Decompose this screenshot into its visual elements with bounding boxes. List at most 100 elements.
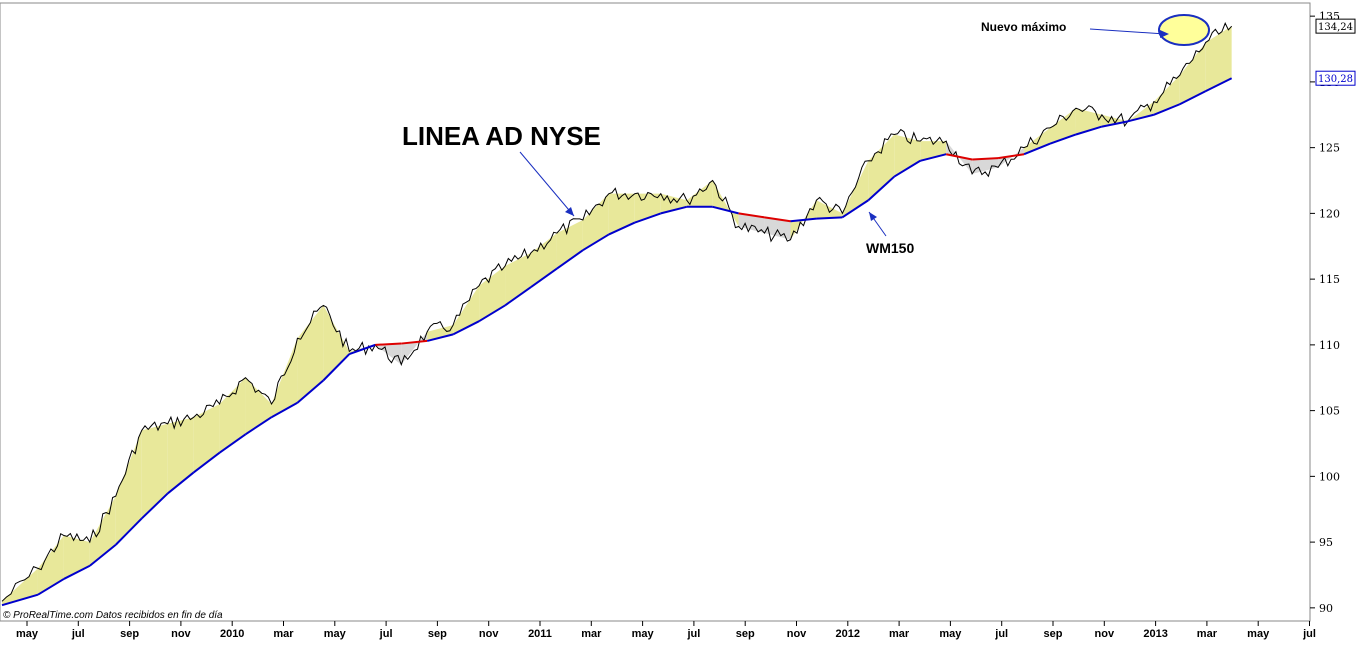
ma-line-segment xyxy=(452,320,480,336)
x-tick-label: may xyxy=(324,628,347,640)
fill-segment xyxy=(894,134,921,177)
ma-line-segment xyxy=(1205,77,1233,92)
x-tick-label: jul xyxy=(71,628,85,640)
x-tick-label: mar xyxy=(889,628,910,640)
fill-segment xyxy=(141,423,168,519)
ma-line-segment xyxy=(426,333,454,342)
y-tick-label: 95 xyxy=(1319,536,1333,549)
ma-line-segment xyxy=(556,249,584,270)
ma-line-segment xyxy=(608,221,636,236)
fill-segment xyxy=(297,305,324,403)
fill-segment xyxy=(453,285,480,335)
y-tick-label: 125 xyxy=(1319,142,1340,155)
ma-line-segment xyxy=(972,157,999,161)
fill-segment xyxy=(427,325,454,341)
new-high-arrow xyxy=(1089,28,1166,35)
fill-segment xyxy=(1101,114,1128,127)
ma-line-segment xyxy=(530,267,558,288)
ma-line-segment xyxy=(841,199,869,219)
ma-line-segment xyxy=(997,153,1025,160)
x-tick-label: sep xyxy=(736,628,755,640)
ma-line-segment xyxy=(946,153,973,161)
x-tick-label: sep xyxy=(120,628,139,640)
fill-segment xyxy=(920,141,947,161)
ma-line-segment xyxy=(790,217,817,223)
fill-segment xyxy=(271,338,298,418)
x-tick-label: mar xyxy=(273,628,294,640)
footer-credit: © ProRealTime.com Datos recibidos en fin… xyxy=(3,610,223,621)
ma-line-segment xyxy=(375,342,402,346)
x-tick-label: mar xyxy=(581,628,602,640)
x-tick-label: jul xyxy=(686,628,700,640)
x-tick-label: jul xyxy=(379,628,393,640)
fill-segment xyxy=(556,219,583,269)
x-tick-label: may xyxy=(1247,628,1270,640)
x-tick-label: sep xyxy=(1044,628,1063,640)
price-line xyxy=(1,22,1233,602)
ma-line-segment xyxy=(244,416,273,436)
x-tick-label: mar xyxy=(1197,628,1218,640)
fill-segment xyxy=(686,180,713,207)
fill-segment xyxy=(505,252,531,306)
ma-line-segment xyxy=(271,401,298,419)
new-high-label: Nuevo máximo xyxy=(981,20,1066,34)
ma-line-segment xyxy=(634,212,662,224)
new-high-highlight xyxy=(1158,14,1210,46)
fill-segment xyxy=(738,213,765,234)
fill-segment xyxy=(2,568,38,606)
fill-segment xyxy=(608,193,635,235)
fill-segment xyxy=(582,193,609,251)
x-tick-label: jul xyxy=(1302,628,1316,640)
x-tick-label: may xyxy=(16,628,39,640)
ma-line-segment xyxy=(141,492,169,520)
ma-line-segment xyxy=(816,216,843,220)
ma-line-segment xyxy=(1049,133,1077,145)
fill-segment xyxy=(790,200,817,240)
last-ma-badge xyxy=(1315,70,1356,86)
x-tick-label: may xyxy=(939,628,962,640)
ma-line-segment xyxy=(219,433,247,454)
fill-segment xyxy=(842,160,869,218)
ma-line-segment xyxy=(1153,103,1181,116)
fill-segment xyxy=(401,331,428,365)
ma-line-segment xyxy=(1075,125,1103,136)
new-high-arrowhead xyxy=(1160,30,1169,38)
title-arrowhead xyxy=(565,207,574,216)
x-tick-label: nov xyxy=(1095,628,1115,640)
ma-arrowhead xyxy=(869,212,877,221)
ma-label: WM150 xyxy=(866,240,914,256)
ma-line-segment xyxy=(1179,90,1207,106)
fill-segment xyxy=(115,430,142,545)
ma-line-segment xyxy=(401,339,428,345)
fill-segment xyxy=(1153,75,1180,115)
fill-segment xyxy=(167,417,194,494)
x-tick-label: may xyxy=(632,628,655,640)
ma-line-segment xyxy=(349,343,376,356)
ma-line-segment xyxy=(37,578,65,596)
ma-line-segment xyxy=(504,286,532,307)
x-tick-label: nov xyxy=(787,628,807,640)
ma-line-segment xyxy=(660,205,687,215)
ma-line-segment xyxy=(193,451,221,474)
ma-line-segment xyxy=(712,205,739,215)
ma-line-segment xyxy=(1127,113,1155,123)
ma-line-segment xyxy=(582,233,610,252)
title-arrow xyxy=(519,151,575,217)
x-tick-label: 2013 xyxy=(1143,628,1167,640)
fill-segment xyxy=(193,404,220,473)
x-tick-label: 2011 xyxy=(528,628,552,640)
fill-segment xyxy=(1024,127,1050,155)
fill-segment xyxy=(868,134,895,201)
y-tick-label: 100 xyxy=(1319,470,1340,483)
ma-line-segment xyxy=(893,159,921,178)
ma-line-segment xyxy=(63,564,91,580)
ma-line-segment xyxy=(1101,120,1129,128)
fill-segment xyxy=(531,233,557,288)
ma-line-segment xyxy=(867,175,895,201)
ma-line-segment xyxy=(738,212,765,219)
last-ma-label: 130,28 xyxy=(1318,74,1353,85)
ma-line-segment xyxy=(89,543,117,567)
fill-segment xyxy=(37,535,64,595)
fill-segment xyxy=(816,200,843,219)
